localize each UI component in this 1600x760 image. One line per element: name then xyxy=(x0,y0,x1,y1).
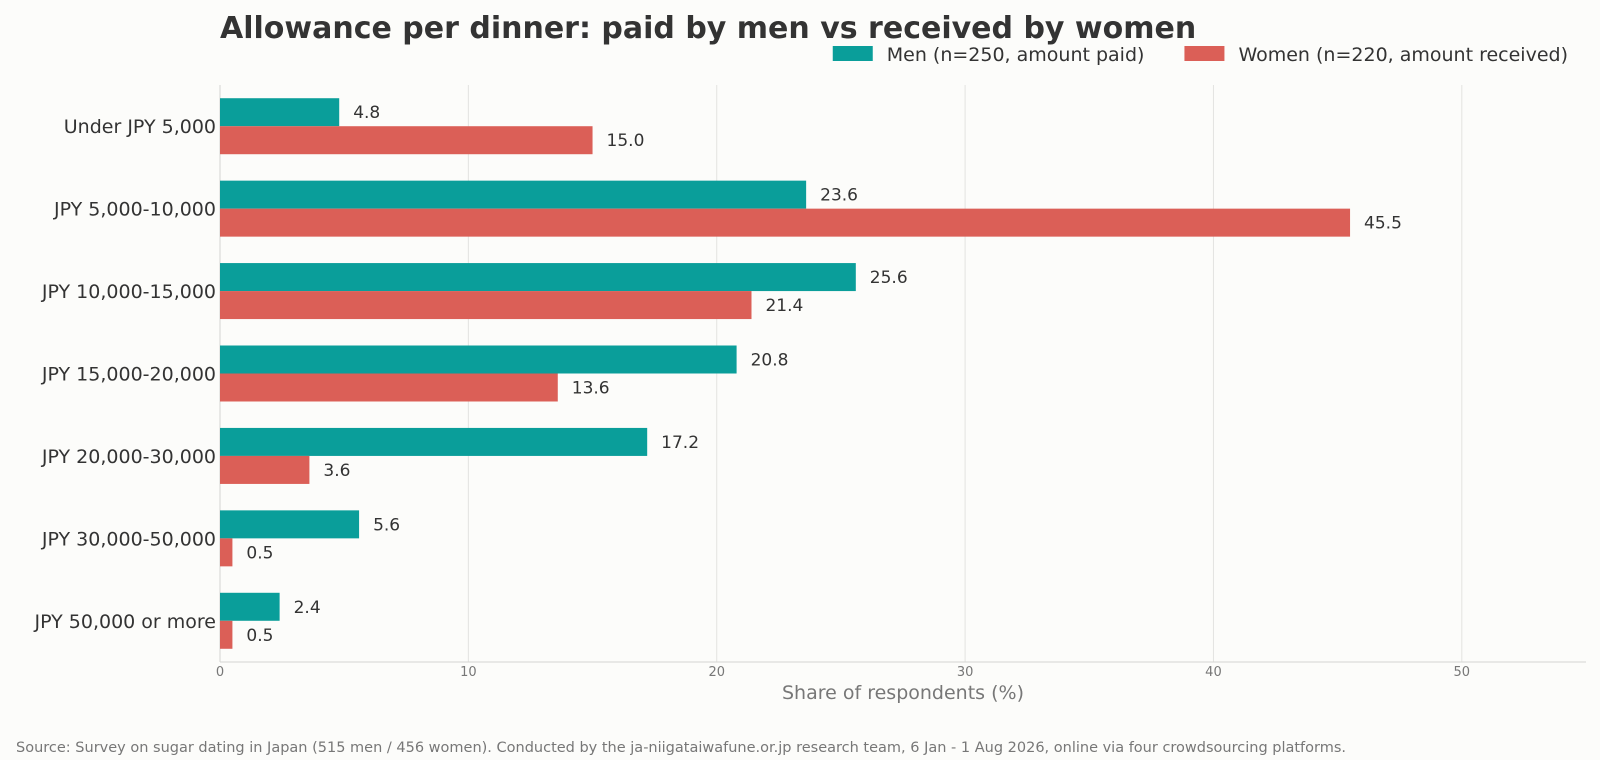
x-axis-ticks: 0 10 20 30 40 50 xyxy=(216,665,1470,680)
bar-men-jpy-30-000-50-000 xyxy=(220,510,360,539)
category-label-under-jpy-5-000: Under JPY 5,000 xyxy=(64,116,216,138)
legend-swatch-women xyxy=(1184,46,1225,61)
bars xyxy=(220,98,1351,649)
category-label-jpy-10-000-15-000: JPY 10,000-15,000 xyxy=(41,281,216,303)
bar-women-jpy-5-000-10-000 xyxy=(220,208,1351,237)
bar-men-under-jpy-5-000 xyxy=(220,98,340,127)
bar-women-jpy-10-000-15-000 xyxy=(220,291,752,320)
bar-men-jpy-50-000-or-more xyxy=(220,592,280,621)
category-labels: Under JPY 5,000 JPY 5,000-10,000 JPY 10,00… xyxy=(33,116,216,633)
value-label-men-jpy-10-000-15-000: 25.6 xyxy=(870,268,908,288)
legend-label-women: Women (n=220, amount received) xyxy=(1238,44,1568,66)
bar-women-jpy-20-000-30-000 xyxy=(220,455,310,484)
x-tick-label-10: 10 xyxy=(460,665,477,680)
category-label-jpy-30-000-50-000: JPY 30,000-50,000 xyxy=(41,528,216,550)
value-labels: 4.8 15.0 23.6 45.5 25.6 21.4 20.8 13.6 17.2 3.6 5.… xyxy=(246,103,1401,646)
legend: Men (n=250, amount paid) Women (n=220, a… xyxy=(832,44,1568,66)
value-label-women-jpy-15-000-20-000: 13.6 xyxy=(572,379,610,399)
value-label-men-jpy-5-000-10-000: 23.6 xyxy=(820,186,858,206)
category-label-jpy-50-000-or-more: JPY 50,000 or more xyxy=(33,611,216,633)
value-label-men-jpy-15-000-20-000: 20.8 xyxy=(751,351,789,371)
bar-men-jpy-20-000-30-000 xyxy=(220,427,648,456)
bar-men-jpy-10-000-15-000 xyxy=(220,263,856,292)
x-tick-label-40: 40 xyxy=(1205,665,1222,680)
x-tick-label-50: 50 xyxy=(1454,665,1471,680)
category-label-jpy-5-000-10-000: JPY 5,000-10,000 xyxy=(53,199,216,221)
x-tick-label-30: 30 xyxy=(957,665,974,680)
value-label-women-jpy-10-000-15-000: 21.4 xyxy=(765,296,803,316)
value-label-men-jpy-50-000-or-more: 2.4 xyxy=(294,598,321,618)
value-label-men-jpy-30-000-50-000: 5.6 xyxy=(373,515,400,535)
legend-swatch-men xyxy=(832,46,873,61)
x-tick-label-20: 20 xyxy=(708,665,725,680)
bar-men-jpy-5-000-10-000 xyxy=(220,180,807,209)
value-label-women-jpy-5-000-10-000: 45.5 xyxy=(1364,214,1402,234)
bar-women-under-jpy-5-000 xyxy=(220,126,593,155)
x-tick-label-0: 0 xyxy=(216,665,224,680)
bar-women-jpy-15-000-20-000 xyxy=(220,373,558,402)
bar-women-jpy-50-000-or-more xyxy=(220,620,233,649)
chart-title: Allowance per dinner: paid by men vs rec… xyxy=(220,11,1196,46)
value-label-men-jpy-20-000-30-000: 17.2 xyxy=(661,433,699,453)
value-label-men-under-jpy-5-000: 4.8 xyxy=(353,103,380,123)
value-label-women-jpy-30-000-50-000: 0.5 xyxy=(246,543,273,563)
value-label-women-jpy-50-000-or-more: 0.5 xyxy=(246,626,273,646)
source-note: Source: Survey on sugar dating in Japan … xyxy=(16,740,1346,756)
value-label-women-jpy-20-000-30-000: 3.6 xyxy=(323,461,350,481)
bar-women-jpy-30-000-50-000 xyxy=(220,538,233,567)
x-axis-title: Share of respondents (%) xyxy=(782,682,1024,704)
category-label-jpy-20-000-30-000: JPY 20,000-30,000 xyxy=(41,446,216,468)
bar-men-jpy-15-000-20-000 xyxy=(220,345,737,374)
category-label-jpy-15-000-20-000: JPY 15,000-20,000 xyxy=(41,364,216,386)
value-label-women-under-jpy-5-000: 15.0 xyxy=(607,131,645,151)
legend-label-men: Men (n=250, amount paid) xyxy=(887,44,1145,66)
